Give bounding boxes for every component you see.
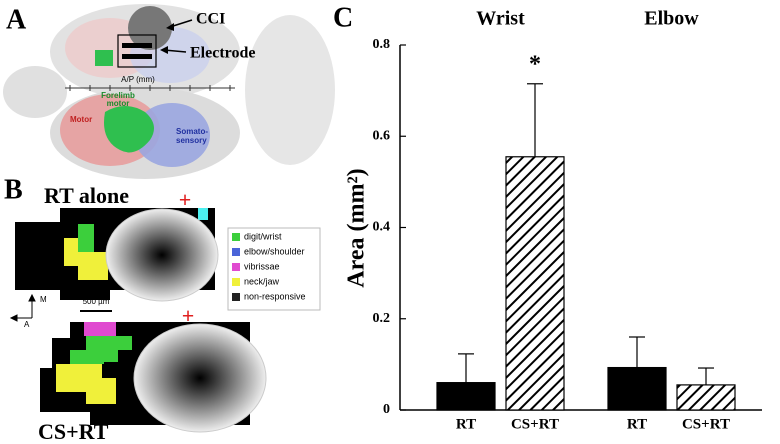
significance-marker: * — [529, 51, 541, 77]
region-label: Motor — [70, 115, 92, 124]
bar-label: CS+RT — [682, 416, 730, 432]
region-label: sensory — [176, 136, 207, 145]
map-rt-alone — [15, 208, 219, 302]
group-label: Wrist — [476, 8, 525, 30]
legend-label: vibrissae — [244, 261, 280, 271]
electrode-label: Electrode — [190, 45, 255, 62]
panel-label: A — [6, 4, 27, 35]
legend-box — [227, 227, 321, 311]
bar-label: CS+RT — [511, 416, 559, 432]
compass-label: M — [40, 295, 47, 304]
panel-label: C — [333, 2, 353, 33]
legend-swatch — [232, 278, 240, 286]
condition-label: RT alone — [44, 183, 129, 208]
bar-chart: 0 0.2 0.4 0.6 0.8 Area (mm²) Wrist RT CS+RT * Elbo… — [344, 8, 762, 432]
region-label: Somato- — [176, 127, 208, 136]
region-label: Forelimb — [101, 91, 135, 100]
brain-schematic — [3, 4, 335, 179]
bar-label: RT — [627, 416, 647, 432]
axis-label: A/P (mm) — [121, 75, 155, 84]
group-label: Elbow — [644, 8, 699, 30]
panel-label: B — [4, 174, 23, 205]
y-axis-label: Area (mm²) — [344, 168, 370, 287]
bar — [607, 366, 667, 411]
compass — [9, 293, 112, 322]
map-cs-rt — [40, 322, 267, 433]
bar — [505, 156, 565, 411]
legend: digit/wrist elbow/shoulder vibrissae neck/j… — [232, 231, 306, 301]
compass-label: A — [24, 320, 30, 329]
scale-bar-label: 500 µm — [83, 297, 110, 306]
legend-swatch — [232, 248, 240, 256]
legend-label: non-responsive — [244, 291, 306, 301]
stim-marker: + — [179, 187, 192, 212]
region-label: motor — [107, 99, 130, 108]
legend-swatch — [232, 233, 240, 241]
y-tick-label: 0.2 — [373, 311, 391, 326]
cci-label: CCI — [196, 11, 225, 28]
legend-label: neck/jaw — [244, 276, 280, 286]
legend-swatch — [232, 263, 240, 271]
condition-label: CS+RT — [38, 419, 109, 444]
y-tick-label: 0.8 — [373, 37, 391, 52]
stim-marker: + — [182, 303, 195, 328]
legend-label: elbow/shoulder — [244, 246, 305, 256]
y-tick-label: 0.4 — [373, 220, 391, 235]
legend-label: digit/wrist — [244, 231, 282, 241]
bar — [676, 384, 736, 411]
legend-swatch — [232, 293, 240, 301]
bar-label: RT — [456, 416, 476, 432]
y-tick-label: 0 — [383, 402, 390, 417]
y-tick-label: 0.6 — [373, 128, 391, 143]
bar — [436, 382, 496, 411]
